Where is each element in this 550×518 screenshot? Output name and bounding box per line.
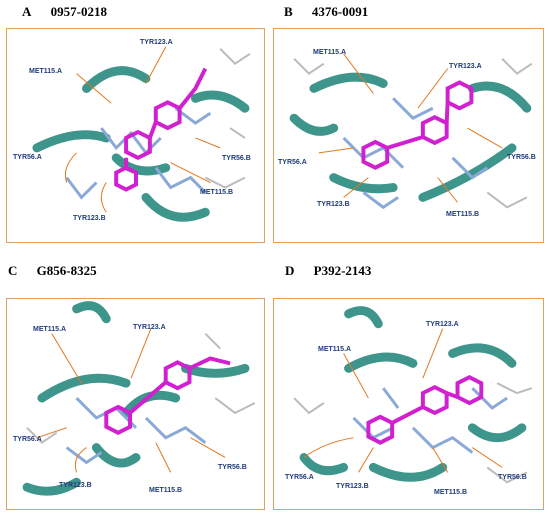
panel-a-label-met115b: MET115.B — [200, 189, 234, 196]
panel-a-label-tyr56a: TYR56.A — [13, 154, 42, 161]
panel-a-compound-id: 0957-0218 — [50, 4, 107, 19]
panel-c-compound-id: G856-8325 — [36, 263, 97, 278]
panel-b-label-met115b: MET115.B — [446, 211, 480, 218]
panel-c-letter: C — [8, 263, 18, 278]
panel-d-label-tyr56b: TYR56.B — [498, 474, 527, 481]
panel-c-heading: C G856-8325 — [8, 263, 97, 279]
panel-b-molecule-render — [289, 53, 533, 210]
panel-b-letter: B — [284, 4, 293, 19]
panel-d-label-tyr56a: TYR56.A — [285, 474, 314, 481]
panel-d-label-tyr123a: TYR123.A — [426, 321, 459, 328]
panel-b-structure-view: MET115.A TYR123.A TYR56.A TYR123.B MET11… — [273, 28, 544, 243]
panel-d-molecule-render — [293, 306, 533, 484]
panel-c-label-met115a: MET115.A — [33, 326, 67, 333]
panel-c-label-tyr123b: TYR123.B — [59, 482, 92, 489]
panel-d-label-met115b: MET115.B — [434, 489, 468, 496]
panel-b-label-tyr56b: TYR56.B — [507, 154, 536, 161]
panel-a-label-tyr56b: TYR56.B — [222, 155, 251, 162]
panel-a-label-met115a: MET115.A — [29, 68, 63, 75]
panel-d-heading: D P392-2143 — [285, 263, 371, 279]
panel-b-label-met115a: MET115.A — [313, 49, 347, 56]
panel-c-label-met115b: MET115.B — [149, 487, 183, 494]
panel-a-molecule-render — [32, 46, 251, 222]
panel-d-label-met115a: MET115.A — [318, 346, 352, 353]
panel-b-label-tyr123a: TYR123.A — [449, 63, 482, 70]
panel-c-label-tyr123a: TYR123.A — [133, 324, 166, 331]
panel-d-compound-id: P392-2143 — [313, 263, 372, 278]
panel-d-label-tyr123b: TYR123.B — [336, 483, 369, 490]
panel-a-label-tyr123a: TYR123.A — [140, 39, 173, 46]
panel-b-compound-id: 4376-0091 — [311, 4, 369, 19]
panel-a-label-tyr123b: TYR123.B — [73, 215, 106, 222]
panel-c-label-tyr56b: TYR56.B — [218, 464, 247, 471]
panel-d-letter: D — [285, 263, 295, 278]
panel-b-heading: B 4376-0091 — [284, 4, 368, 20]
panel-a-letter: A — [22, 4, 32, 19]
panel-c-molecule-render — [22, 301, 256, 496]
panel-a-structure-view: MET115.A TYR123.A TYR56.A TYR123.B MET11… — [6, 28, 265, 243]
panel-b-label-tyr56a: TYR56.A — [278, 159, 307, 166]
panel-d-structure-view: MET115.A TYR123.A TYR56.A TYR123.B MET11… — [273, 298, 544, 510]
panel-c-label-tyr56a: TYR56.A — [13, 436, 42, 443]
panel-c-structure-view: MET115.A TYR123.A TYR56.A TYR123.B MET11… — [6, 298, 265, 510]
panel-a-heading: A 0957-0218 — [22, 4, 107, 20]
panel-b-label-tyr123b: TYR123.B — [317, 201, 350, 208]
